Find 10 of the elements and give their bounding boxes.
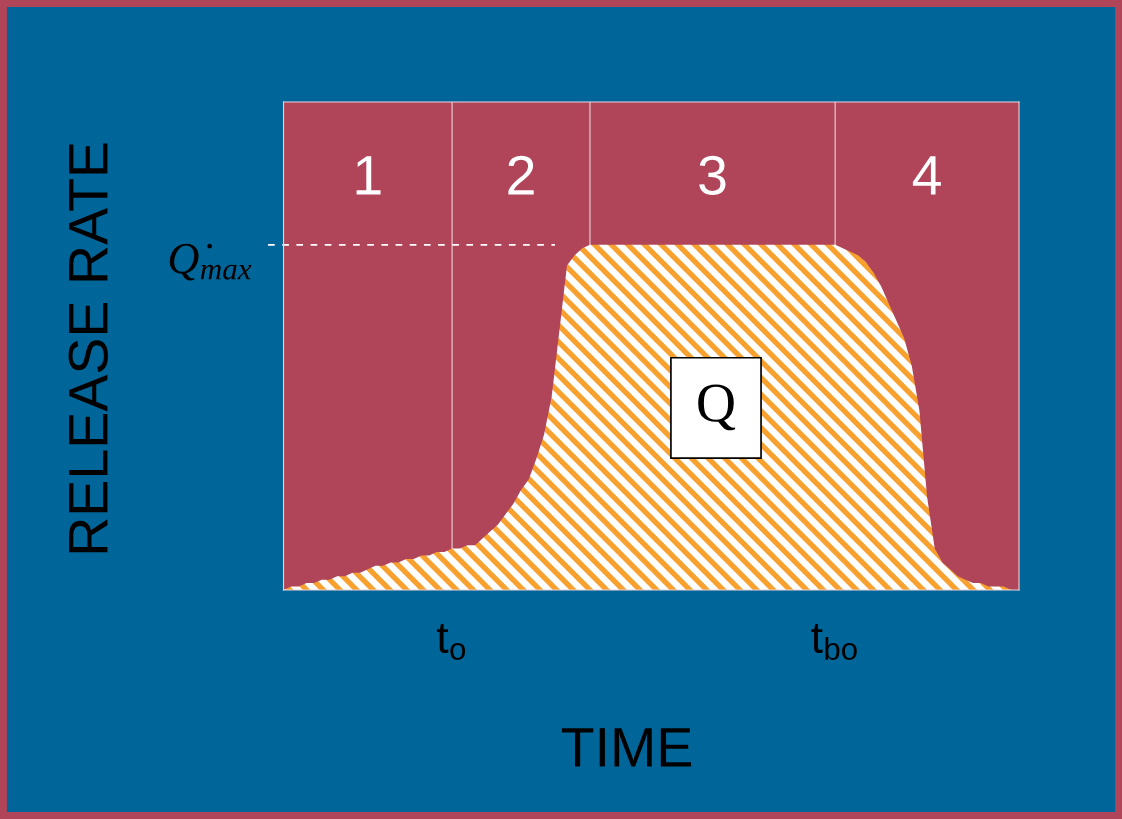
text: 4: [912, 156, 941, 195]
y-axis-title: RELEASE RATE: [68, 143, 108, 553]
ref-line-label: Q̇$_{max}$: [169, 243, 252, 281]
x-tick-label: t$_{o}$: [436, 623, 466, 660]
x-axis-title: TIME: [561, 728, 691, 767]
text: 2: [508, 155, 534, 195]
x-tick-label: t$_{bo}$: [811, 623, 857, 660]
annotation: Q: [698, 384, 736, 431]
text: 1: [356, 156, 381, 195]
text: 3: [699, 155, 726, 195]
